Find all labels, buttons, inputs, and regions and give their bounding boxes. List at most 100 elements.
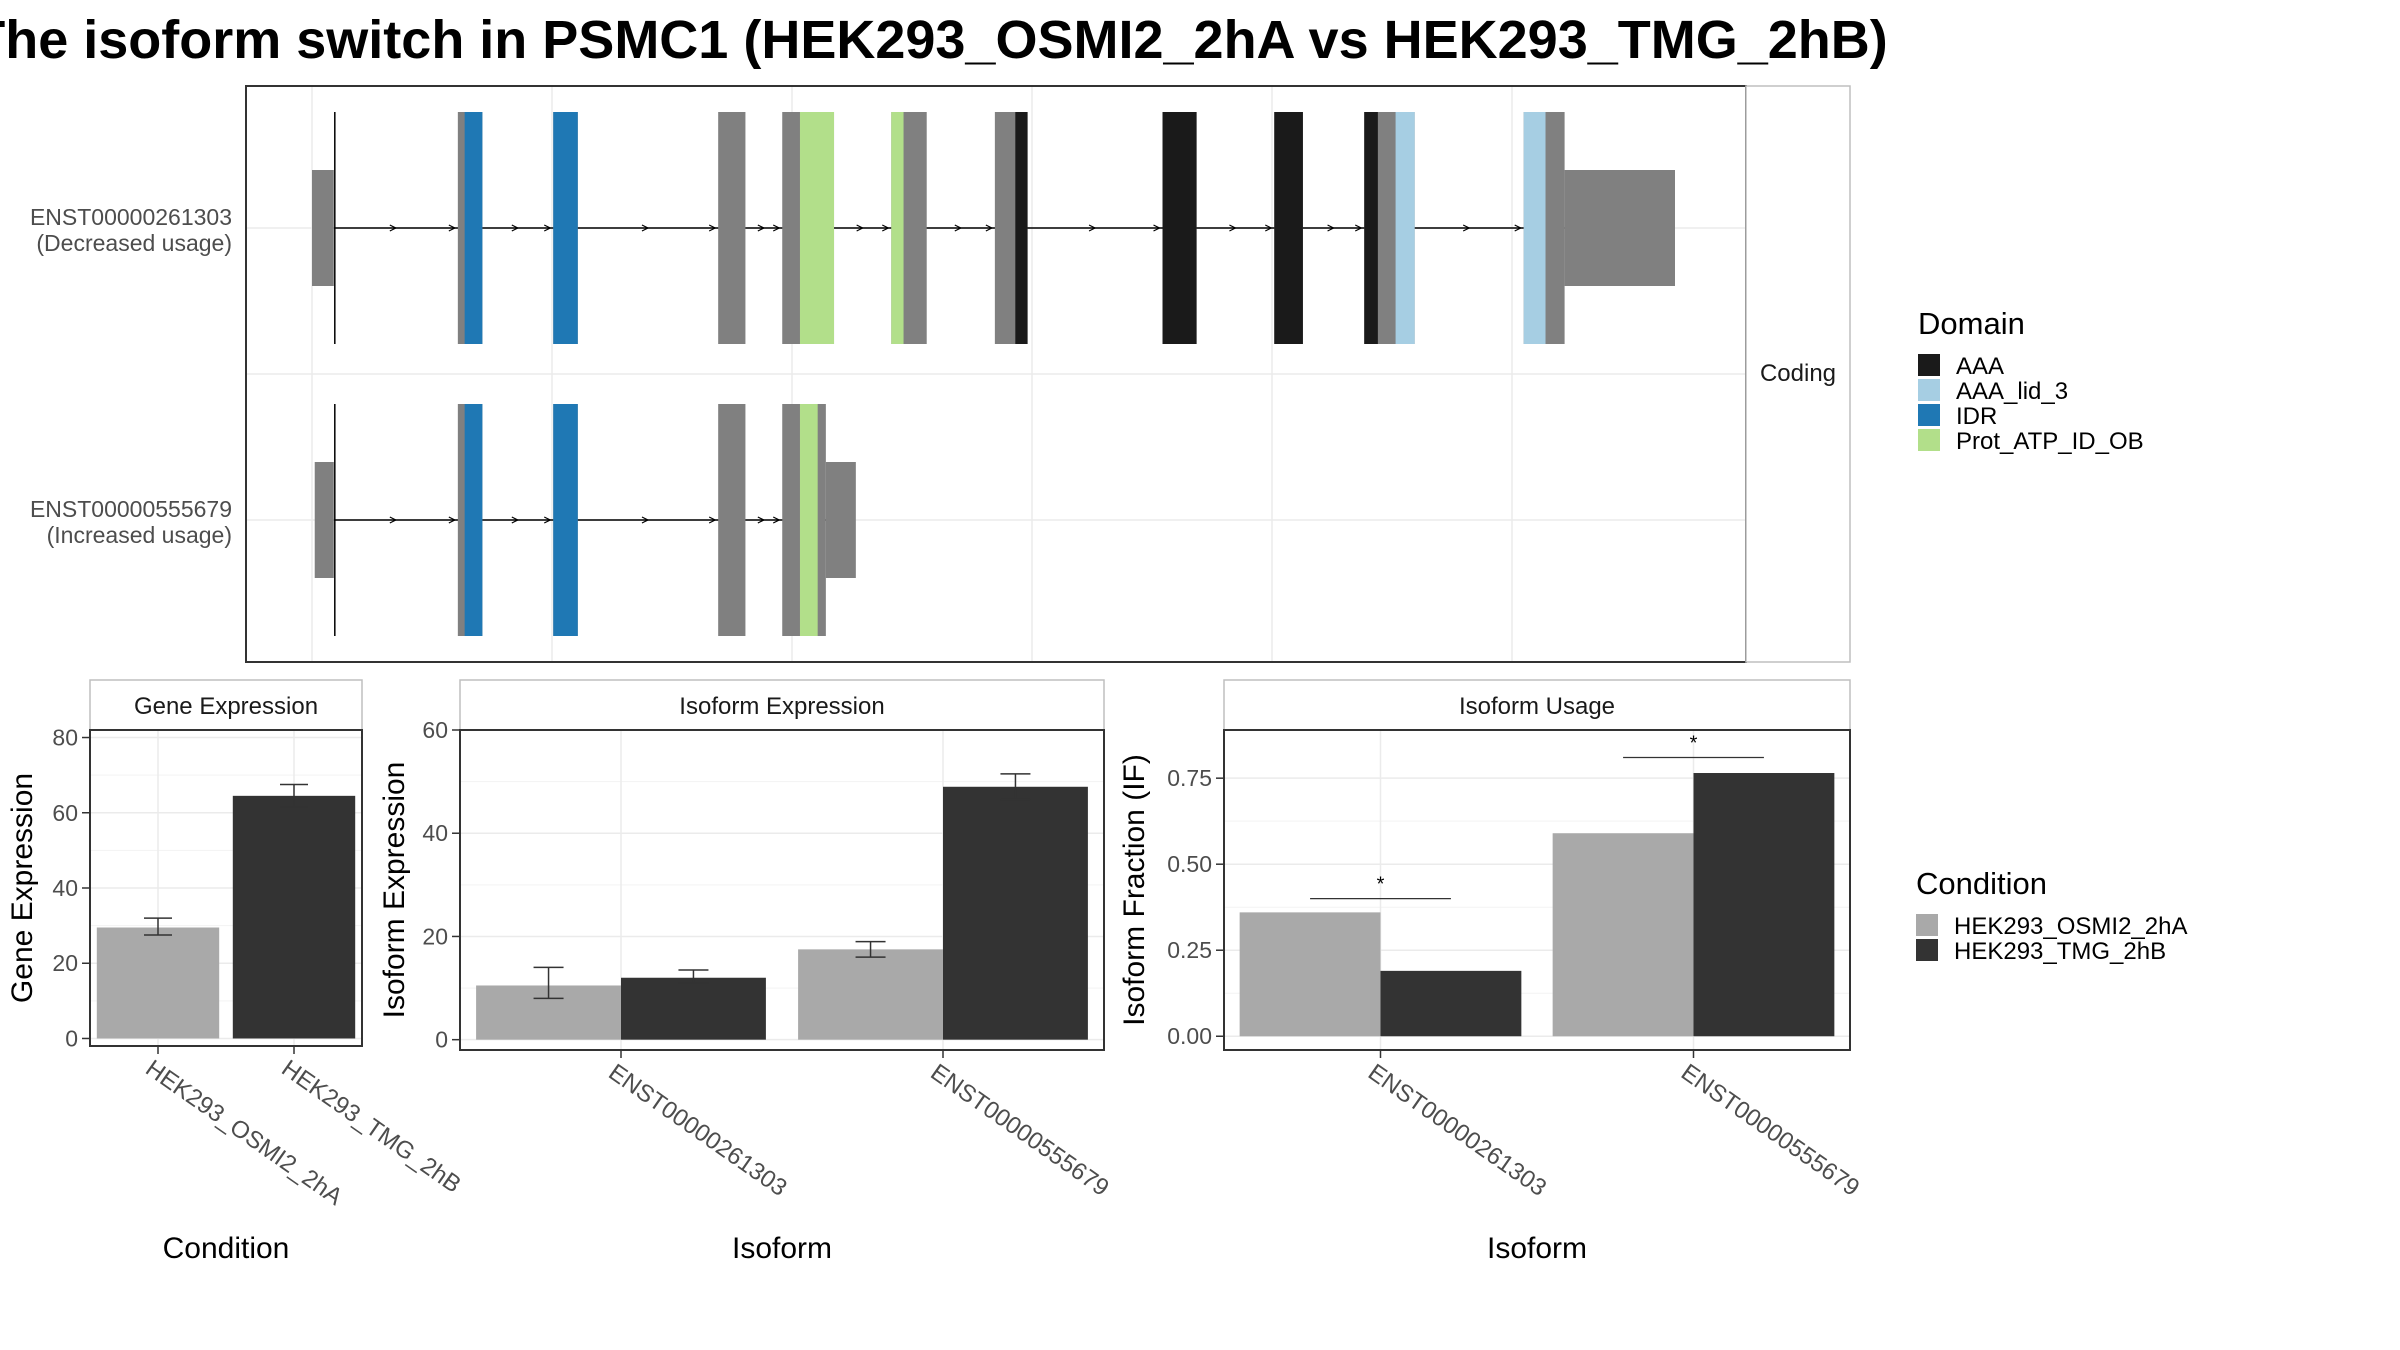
domain-AAA — [1364, 112, 1378, 344]
bar — [943, 786, 1088, 1040]
legend-swatch — [1916, 914, 1938, 936]
intron-arrow — [1265, 224, 1273, 232]
y-axis-title: Gene Expression — [6, 773, 39, 1003]
legend-title: Domain — [1918, 306, 2025, 341]
bar — [1552, 833, 1694, 1037]
transcript-sublabel: (Decreased usage) — [36, 230, 232, 256]
legend-swatch — [1918, 404, 1940, 426]
exon — [314, 462, 334, 578]
intron-arrow — [641, 516, 650, 524]
transcript-label: ENST00000261303 — [30, 204, 232, 230]
plot-border — [89, 729, 363, 1047]
plot-border — [459, 729, 1105, 1051]
intron-arrow — [448, 224, 457, 232]
bar — [1693, 773, 1835, 1037]
exon — [1564, 170, 1675, 286]
intron-arrow — [772, 516, 781, 524]
bar — [232, 795, 356, 1039]
intron-arrow — [511, 516, 520, 524]
transcript-ENST00000261303 — [312, 112, 1675, 344]
bar — [1239, 912, 1381, 1037]
domain-AAA — [1274, 112, 1303, 344]
isoform-usage-panel: Isoform Usage * ENST00000261303 * ENST000005… — [1118, 679, 1864, 1265]
y-tick-label: 0.75 — [1167, 765, 1212, 791]
domain-AAA — [1162, 112, 1197, 344]
intron-arrow — [1088, 224, 1097, 232]
y-tick-label: 20 — [52, 950, 78, 976]
y-axis-title: Isoform Fraction (IF) — [1118, 754, 1151, 1026]
transcript-sublabel: (Increased usage) — [47, 522, 232, 548]
bar — [1380, 970, 1522, 1037]
x-axis-title: Isoform — [1487, 1232, 1587, 1265]
y-tick-label: 0.25 — [1167, 937, 1212, 963]
panel-strip — [1223, 679, 1851, 731]
facet-strip-coding: Coding — [1745, 85, 1851, 663]
y-tick-label: 40 — [422, 820, 448, 846]
intron-arrow — [1462, 224, 1471, 232]
facet-label: Coding — [1760, 360, 1836, 387]
intron-arrow — [1327, 224, 1335, 232]
y-axis-title: Isoform Expression — [378, 762, 411, 1019]
legend-label: HEK293_OSMI2_2hA — [1954, 913, 2187, 940]
intron-arrow — [641, 224, 650, 232]
y-tick-label: 0 — [435, 1027, 448, 1053]
panel-strip — [89, 679, 363, 731]
bar — [798, 949, 943, 1040]
legend-label: Prot_ATP_ID_OB — [1956, 428, 2144, 455]
legend-swatch — [1918, 429, 1940, 451]
intron-arrow — [1229, 224, 1237, 232]
transcript-ENST00000555679 — [314, 404, 856, 636]
x-tick-label: ENST00000261303 — [1363, 1059, 1551, 1202]
y-tick-label: 20 — [422, 923, 448, 949]
domain-Prot_ATP_ID_OB — [891, 112, 904, 344]
exon — [825, 462, 856, 578]
intron-arrow — [543, 224, 552, 232]
exon — [718, 404, 746, 636]
panel-title: Gene Expression — [134, 693, 318, 720]
domain-Prot_ATP_ID_OB — [799, 404, 818, 636]
x-tick-label: ENST00000555679 — [1676, 1059, 1864, 1202]
legend-label: AAA_lid_3 — [1956, 378, 2068, 405]
bar — [96, 927, 220, 1039]
domain-IDR — [464, 112, 483, 344]
gene-structure-panel: ENST00000261303(Decreased usage) ENST0000… — [30, 85, 1747, 663]
intron-arrow — [954, 224, 963, 232]
y-tick-label: 60 — [52, 800, 78, 826]
significance-mark: * — [1377, 874, 1385, 896]
bar — [621, 977, 766, 1040]
intron-arrow — [708, 224, 717, 232]
transcript-label: ENST00000555679 — [30, 496, 232, 522]
y-tick-label: 80 — [52, 725, 78, 751]
intron-arrow — [543, 516, 552, 524]
y-tick-label: 40 — [52, 875, 78, 901]
legend-label: IDR — [1956, 403, 1997, 430]
x-tick-label: ENST00000261303 — [604, 1059, 792, 1202]
y-tick-label: 60 — [422, 717, 448, 743]
intron-arrow — [882, 224, 890, 232]
plot-border — [1223, 729, 1851, 1051]
intron-arrow — [511, 224, 520, 232]
legend-swatch — [1918, 354, 1940, 376]
x-tick-label: ENST00000555679 — [926, 1059, 1114, 1202]
intron-arrow — [985, 224, 994, 232]
exon — [312, 170, 334, 286]
domain-AAA_lid_3 — [1395, 112, 1415, 344]
intron-arrow — [708, 516, 717, 524]
domain-IDR — [553, 404, 578, 636]
intron-arrow — [772, 224, 781, 232]
panel-title: Isoform Expression — [679, 693, 884, 720]
intron-arrow — [1354, 224, 1363, 232]
legend-title: Condition — [1916, 866, 2047, 901]
panel-strip — [459, 679, 1105, 731]
domain-AAA — [1015, 112, 1028, 344]
legend-label: AAA — [1956, 353, 2004, 380]
intron-arrow — [389, 224, 398, 232]
domain-IDR — [553, 112, 578, 344]
domain-Prot_ATP_ID_OB — [799, 112, 835, 344]
intron-arrow — [856, 224, 864, 232]
intron-arrow — [757, 224, 766, 232]
intron-arrow — [1514, 224, 1523, 232]
panel-title: Isoform Usage — [1459, 693, 1615, 720]
